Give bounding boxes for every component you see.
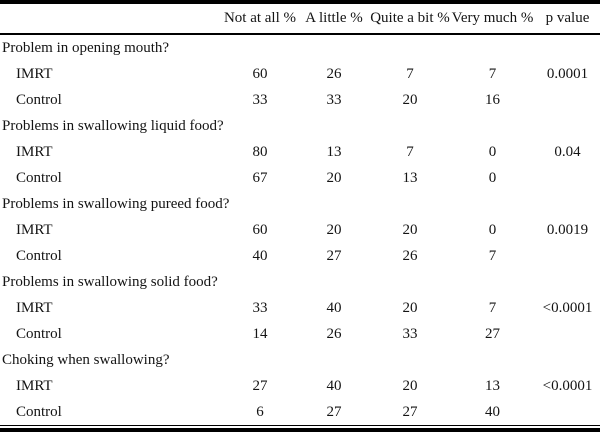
value-cell: 0 bbox=[488, 169, 497, 186]
question-label: Problem in opening mouth? bbox=[2, 39, 170, 56]
data-row: IMRT 60 20 20 0 0.0019 bbox=[0, 217, 600, 243]
p-value-cell bbox=[535, 399, 600, 426]
column-header-very-much: Very much % bbox=[450, 4, 535, 35]
question-row: Problems in swallowing solid food? bbox=[0, 269, 600, 295]
value-cell: 20 bbox=[402, 91, 418, 108]
value-cell: 13 bbox=[326, 143, 342, 160]
arm-label: Control bbox=[16, 91, 62, 108]
data-row: Control 40 27 26 7 bbox=[0, 243, 600, 269]
value-cell: 27 bbox=[370, 399, 450, 426]
value-cell: 60 bbox=[252, 221, 268, 238]
value-cell: 27 bbox=[298, 399, 370, 426]
column-header-not-at-all: Not at all % bbox=[222, 4, 298, 35]
arm-label: Control bbox=[16, 325, 62, 342]
value-cell: 26 bbox=[402, 247, 418, 264]
arm-label: IMRT bbox=[16, 377, 53, 394]
question-label: Choking when swallowing? bbox=[2, 351, 170, 368]
column-header-a-little: A little % bbox=[298, 4, 370, 35]
data-row: Control 67 20 13 0 bbox=[0, 165, 600, 191]
p-value-cell: 0.0019 bbox=[546, 221, 589, 238]
p-value-cell: 0.04 bbox=[554, 143, 581, 160]
column-header-p-value: p value bbox=[535, 4, 600, 35]
value-cell: 7 bbox=[406, 65, 414, 82]
table-body: Problem in opening mouth? IMRT 60 26 7 7 0.000… bbox=[0, 34, 600, 426]
p-value-cell bbox=[535, 87, 600, 113]
value-cell: 27 bbox=[485, 325, 500, 342]
data-row: Control 14 26 33 27 bbox=[0, 321, 600, 347]
data-row: IMRT 80 13 7 0 0.04 bbox=[0, 139, 600, 165]
value-cell: 26 bbox=[326, 325, 342, 342]
column-header-quite-a-bit: Quite a bit % bbox=[370, 4, 450, 35]
table-top-rule bbox=[0, 0, 600, 4]
value-cell: 27 bbox=[326, 247, 342, 264]
value-cell: 20 bbox=[326, 169, 342, 186]
value-cell: 13 bbox=[485, 377, 500, 394]
question-label: Problems in swallowing solid food? bbox=[2, 273, 218, 290]
value-cell: 6 bbox=[222, 399, 298, 426]
value-cell: 80 bbox=[252, 143, 268, 160]
question-row: Choking when swallowing? bbox=[0, 347, 600, 373]
value-cell: 14 bbox=[252, 325, 268, 342]
value-cell: 33 bbox=[326, 91, 342, 108]
value-cell: 40 bbox=[326, 299, 342, 316]
arm-label: IMRT bbox=[16, 143, 53, 160]
question-row: Problem in opening mouth? bbox=[0, 34, 600, 61]
p-value-cell: 0.0001 bbox=[546, 65, 589, 82]
value-cell: 26 bbox=[326, 65, 342, 82]
value-cell: 7 bbox=[488, 65, 497, 82]
value-cell: 7 bbox=[488, 299, 497, 316]
value-cell: 27 bbox=[252, 377, 268, 394]
p-value-cell: <0.0001 bbox=[542, 377, 593, 394]
data-row: Control 33 33 20 16 bbox=[0, 87, 600, 113]
value-cell: 20 bbox=[402, 221, 418, 238]
data-row: IMRT 60 26 7 7 0.0001 bbox=[0, 61, 600, 87]
question-label: Problems in swallowing liquid food? bbox=[2, 117, 224, 134]
arm-label: IMRT bbox=[16, 299, 53, 316]
p-value-cell bbox=[535, 165, 600, 191]
value-cell: 16 bbox=[485, 91, 500, 108]
arm-label: IMRT bbox=[16, 65, 53, 82]
arm-label: IMRT bbox=[16, 221, 53, 238]
value-cell: 67 bbox=[252, 169, 268, 186]
arm-label: Control bbox=[0, 399, 222, 426]
value-cell: 40 bbox=[326, 377, 342, 394]
qol-symptoms-table: Not at all % A little % Quite a bit % Ve… bbox=[0, 4, 600, 426]
value-cell: 40 bbox=[450, 399, 535, 426]
value-cell: 7 bbox=[406, 143, 414, 160]
data-row: Control 6 27 27 40 bbox=[0, 399, 600, 426]
value-cell: 20 bbox=[402, 377, 418, 394]
question-label: Problems in swallowing pureed food? bbox=[2, 195, 230, 212]
value-cell: 33 bbox=[252, 299, 268, 316]
value-cell: 0 bbox=[488, 221, 497, 238]
data-row: IMRT 33 40 20 7 <0.0001 bbox=[0, 295, 600, 321]
value-cell: 20 bbox=[402, 299, 418, 316]
question-row: Problems in swallowing pureed food? bbox=[0, 191, 600, 217]
table-header: Not at all % A little % Quite a bit % Ve… bbox=[0, 4, 600, 35]
value-cell: 60 bbox=[252, 65, 268, 82]
value-cell: 13 bbox=[402, 169, 418, 186]
corner-cell bbox=[0, 4, 222, 35]
question-row: Problems in swallowing liquid food? bbox=[0, 113, 600, 139]
arm-label: Control bbox=[16, 169, 62, 186]
value-cell: 33 bbox=[252, 91, 268, 108]
value-cell: 20 bbox=[326, 221, 342, 238]
header-row: Not at all % A little % Quite a bit % Ve… bbox=[0, 4, 600, 35]
data-row: IMRT 27 40 20 13 <0.0001 bbox=[0, 373, 600, 399]
value-cell: 0 bbox=[488, 143, 497, 160]
value-cell: 33 bbox=[402, 325, 418, 342]
value-cell: 7 bbox=[488, 247, 497, 264]
arm-label: Control bbox=[16, 247, 62, 264]
p-value-cell bbox=[535, 243, 600, 269]
p-value-cell: <0.0001 bbox=[542, 299, 593, 316]
table-bottom-rule bbox=[0, 428, 600, 432]
p-value-cell bbox=[535, 321, 600, 347]
value-cell: 40 bbox=[252, 247, 268, 264]
